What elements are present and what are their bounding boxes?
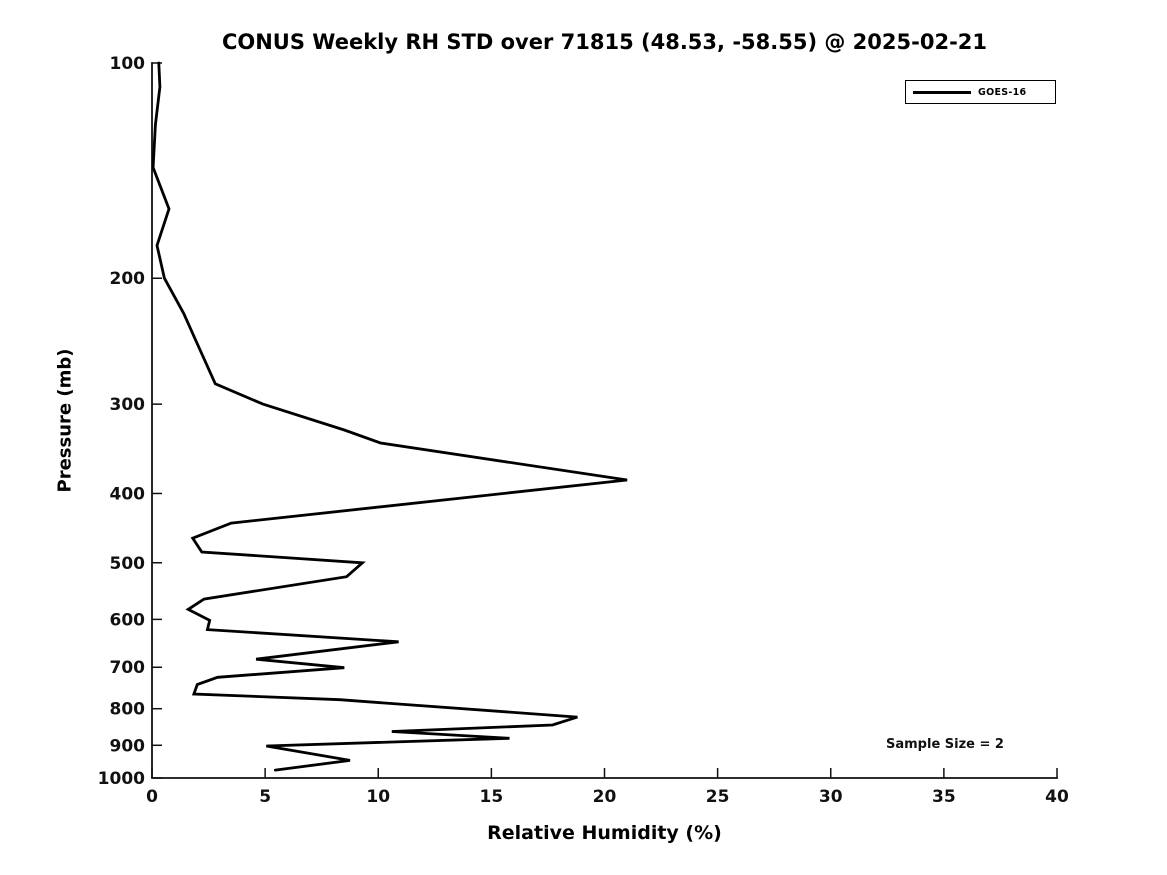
x-tick-label: 25 xyxy=(706,787,730,807)
legend-line-sample xyxy=(913,90,971,94)
x-tick-label: 15 xyxy=(480,787,504,807)
y-tick-label: 600 xyxy=(110,610,146,630)
legend: GOES-16 xyxy=(905,80,1056,104)
x-tick-label: 5 xyxy=(259,787,271,807)
sample-size-annotation: Sample Size = 2 xyxy=(886,737,1004,752)
x-tick-label: 10 xyxy=(366,787,390,807)
y-tick-label: 100 xyxy=(110,54,146,74)
y-tick-label: 400 xyxy=(110,484,146,504)
y-axis-label: Pressure (mb) xyxy=(54,348,76,493)
y-tick-label: 800 xyxy=(110,700,146,720)
x-tick-label: 0 xyxy=(146,787,158,807)
y-tick-label: 300 xyxy=(110,395,146,415)
y-tick-label: 700 xyxy=(110,658,146,678)
y-tick-label: 1000 xyxy=(98,769,145,789)
x-axis-label: Relative Humidity (%) xyxy=(487,822,722,844)
x-tick-label: 35 xyxy=(932,787,956,807)
y-tick-label: 900 xyxy=(110,736,146,756)
rh-std-line xyxy=(151,61,628,772)
y-tick-label: 200 xyxy=(110,269,146,289)
x-tick-label: 40 xyxy=(1045,787,1069,807)
chart-title: CONUS Weekly RH STD over 71815 (48.53, -… xyxy=(221,30,988,54)
legend-label: GOES-16 xyxy=(978,86,1027,98)
x-tick-label: 30 xyxy=(819,787,843,807)
x-tick-label: 20 xyxy=(593,787,617,807)
y-tick-label: 500 xyxy=(110,554,146,574)
